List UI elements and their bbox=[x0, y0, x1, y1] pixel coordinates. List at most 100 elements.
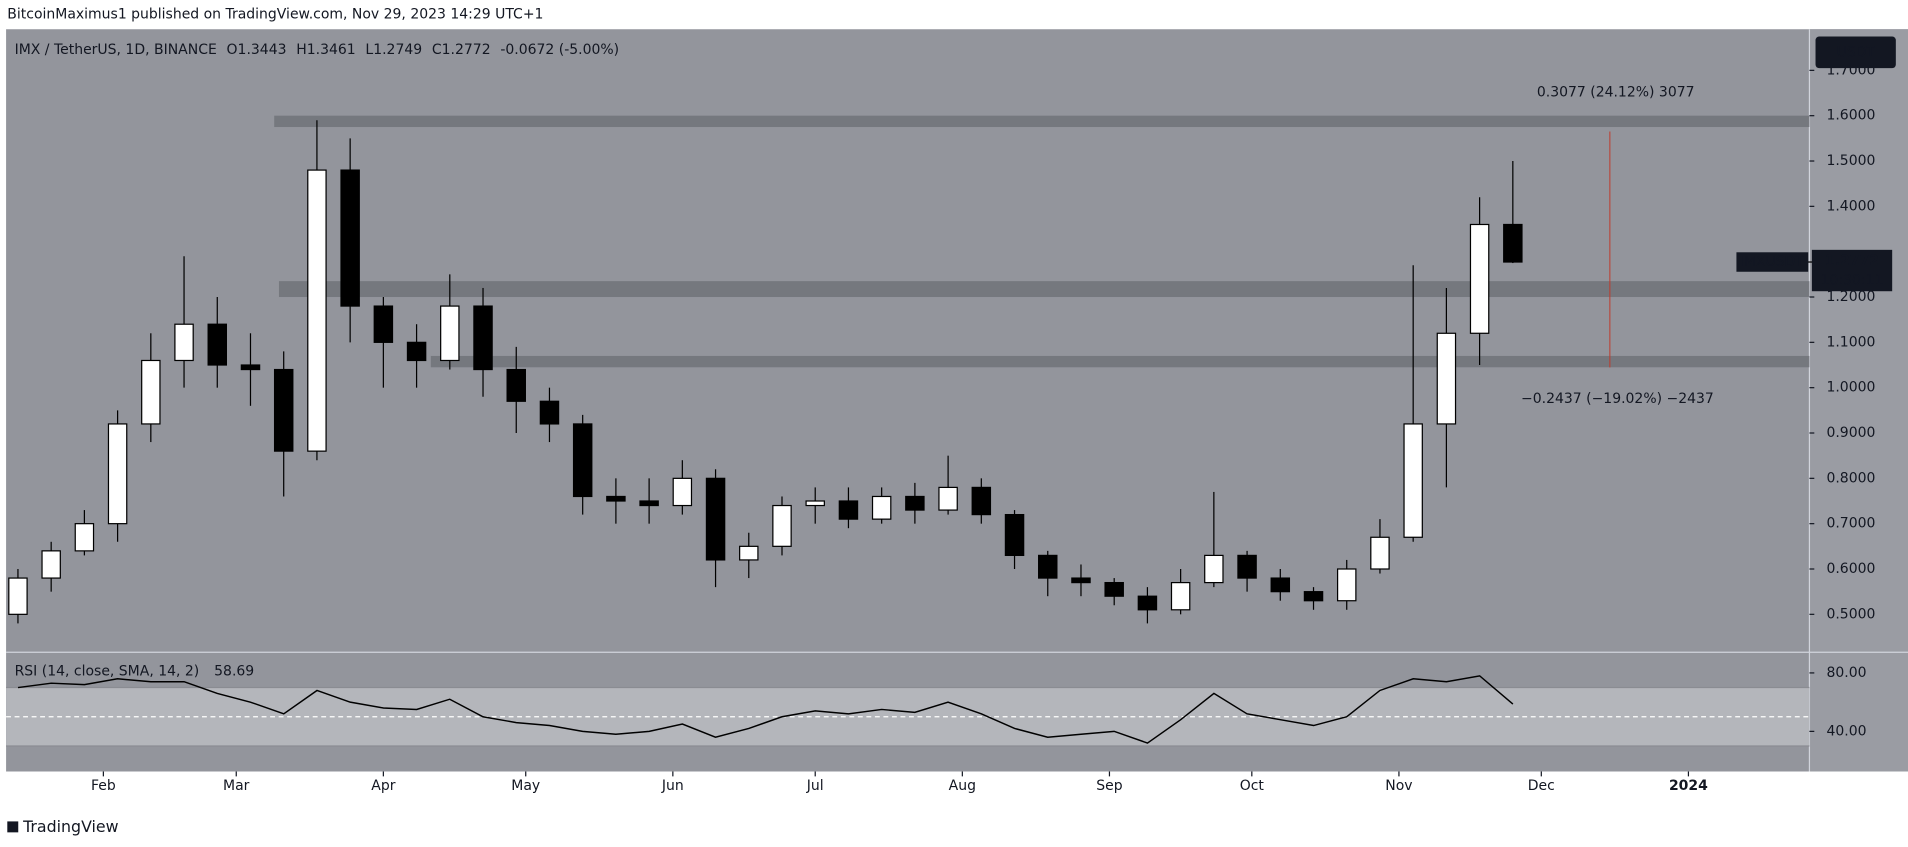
x-tick-label: Mar bbox=[223, 778, 250, 794]
candle-body bbox=[1436, 332, 1457, 425]
candle-body bbox=[606, 495, 626, 502]
candle-body bbox=[8, 577, 28, 615]
x-tick-label: Jul bbox=[806, 778, 824, 794]
candle-body bbox=[938, 486, 958, 511]
footer-brand: TradingView bbox=[22, 817, 119, 836]
legend-ohlc: O1.3443 bbox=[227, 42, 287, 58]
candle-body bbox=[705, 477, 726, 561]
x-tick-label: Oct bbox=[1240, 778, 1265, 794]
last-price-label: 1.2772 bbox=[1825, 253, 1879, 269]
candle-body bbox=[1469, 223, 1490, 334]
candle-body bbox=[1237, 554, 1257, 579]
annotation: −0.2437 (−19.02%) −2437 bbox=[1521, 391, 1714, 407]
currency-label: USDT bbox=[1836, 44, 1875, 60]
candle-body bbox=[871, 495, 892, 520]
sr-zone bbox=[278, 281, 1810, 298]
time-axis-bg bbox=[6, 771, 1908, 801]
rsi-legend-label: RSI (14, close, SMA, 14, 2) bbox=[15, 664, 200, 680]
candle-body bbox=[440, 305, 460, 362]
rsi-line bbox=[17, 675, 1514, 744]
candle-body bbox=[1204, 554, 1224, 584]
y-tick-label: 0.9000 bbox=[1826, 425, 1875, 441]
sr-zone bbox=[274, 115, 1810, 128]
y-tick-label: 0.8000 bbox=[1826, 470, 1875, 486]
x-tick-label: Jun bbox=[661, 778, 684, 794]
legend-ohlc: H1.3461 bbox=[296, 42, 355, 58]
footer-logo: TradingView bbox=[7, 817, 119, 836]
y-tick-label: 80.00 bbox=[1826, 665, 1866, 681]
candle-body bbox=[1403, 423, 1423, 538]
candle-body bbox=[1370, 536, 1390, 570]
x-tick-label: Dec bbox=[1528, 778, 1555, 794]
candle-body bbox=[905, 495, 925, 511]
candle-body bbox=[805, 500, 825, 507]
x-tick-label: Feb bbox=[91, 778, 116, 794]
candle-body bbox=[639, 500, 659, 507]
candle-body bbox=[838, 500, 859, 520]
y-tick-label: 1.1000 bbox=[1826, 334, 1875, 350]
candle-body bbox=[739, 545, 759, 561]
candle-body bbox=[1303, 591, 1324, 602]
x-tick-label: Apr bbox=[371, 778, 395, 794]
candle-body bbox=[107, 423, 128, 525]
candle-body bbox=[174, 323, 194, 362]
legend: IMX / TetherUS, 1D, BINANCE O1.3443 H1.346… bbox=[15, 42, 620, 58]
candle-body bbox=[307, 169, 327, 452]
last-price-tag bbox=[1811, 249, 1893, 292]
candle-body bbox=[340, 169, 360, 307]
candle-body bbox=[1104, 581, 1124, 597]
y-tick-label: 40.00 bbox=[1826, 723, 1866, 739]
candle-body bbox=[1038, 554, 1058, 579]
legend-ohlc: C1.2772 bbox=[432, 42, 491, 58]
y-tick-label: 1.4000 bbox=[1826, 198, 1875, 214]
candle-body bbox=[473, 305, 493, 371]
candle-body bbox=[572, 423, 593, 498]
candle-body bbox=[1270, 577, 1291, 593]
symbol-tag-label: IMXUSDT bbox=[1740, 254, 1805, 270]
annotation: 0.3077 (24.12%) 3077 bbox=[1537, 85, 1695, 101]
publisher-line: BitcoinMaximus1 published on TradingView… bbox=[7, 7, 543, 23]
candle-body bbox=[1137, 595, 1158, 611]
currency-button[interactable] bbox=[1815, 36, 1896, 69]
candle-body bbox=[373, 305, 394, 343]
y-tick-label: 1.2000 bbox=[1826, 289, 1875, 305]
y-tick-label: 1.5000 bbox=[1826, 153, 1875, 169]
legend-symbol: IMX / TetherUS, 1D, BINANCE bbox=[15, 42, 217, 58]
x-tick-label: 2024 bbox=[1669, 778, 1708, 794]
candle-body bbox=[772, 504, 792, 547]
candle-body bbox=[207, 323, 228, 366]
candle-body bbox=[1336, 568, 1357, 602]
candle-body bbox=[273, 368, 294, 452]
candle-body bbox=[1170, 581, 1191, 611]
symbol-tag bbox=[1736, 252, 1809, 272]
candle-body bbox=[1004, 513, 1025, 557]
y-tick-label: 1.0000 bbox=[1826, 380, 1875, 396]
y-tick-label: 0.6000 bbox=[1826, 561, 1875, 577]
price-axis-bg bbox=[1809, 29, 1908, 772]
candle-body bbox=[141, 359, 161, 425]
countdown-label: 10:30:11 bbox=[1821, 272, 1884, 288]
candle-body bbox=[41, 550, 61, 579]
x-tick-label: May bbox=[511, 778, 540, 794]
y-tick-label: 1.6000 bbox=[1826, 108, 1875, 124]
rsi-legend-value: 58.69 bbox=[214, 664, 254, 680]
rsi-band bbox=[6, 687, 1810, 746]
y-tick-label: 0.7000 bbox=[1826, 516, 1875, 532]
candle-body bbox=[406, 341, 427, 362]
candle-body bbox=[539, 400, 560, 425]
y-tick-label: 0.5000 bbox=[1826, 606, 1875, 622]
candle-body bbox=[672, 477, 693, 507]
candle-body bbox=[1071, 577, 1091, 584]
legend-ohlc: L1.2749 bbox=[365, 42, 422, 58]
x-tick-label: Aug bbox=[949, 778, 976, 794]
candle-body bbox=[240, 364, 261, 371]
sr-zone bbox=[430, 355, 1810, 368]
candle-body bbox=[506, 368, 526, 402]
candle-body bbox=[971, 486, 992, 516]
x-tick-label: Nov bbox=[1385, 778, 1412, 794]
candle-body bbox=[74, 523, 95, 552]
logo-mark bbox=[7, 821, 19, 833]
x-tick-label: Sep bbox=[1096, 778, 1122, 794]
legend-ohlc: -0.0672 (-5.00%) bbox=[500, 42, 619, 58]
